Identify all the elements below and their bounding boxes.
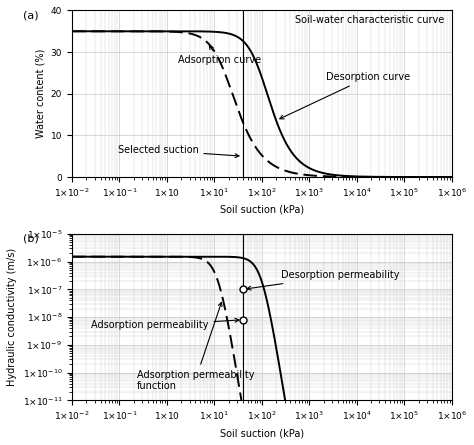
Text: Soil-water characteristic curve: Soil-water characteristic curve <box>295 16 444 25</box>
Text: Adsorption curve: Adsorption curve <box>178 45 262 65</box>
Text: Desorption permeability: Desorption permeability <box>247 271 400 290</box>
Text: Adsorption permeability: Adsorption permeability <box>91 318 239 331</box>
Y-axis label: Water content (%): Water content (%) <box>35 49 45 138</box>
Text: (b): (b) <box>23 234 38 244</box>
X-axis label: Soil suction (kPa): Soil suction (kPa) <box>220 428 304 438</box>
Text: Adsorption permeability
function: Adsorption permeability function <box>137 302 254 391</box>
Y-axis label: Hydraulic conductivity (m/s): Hydraulic conductivity (m/s) <box>7 248 17 386</box>
Text: (a): (a) <box>23 10 38 20</box>
X-axis label: Soil suction (kPa): Soil suction (kPa) <box>220 205 304 214</box>
Text: Selected suction: Selected suction <box>118 146 239 158</box>
Text: Desorption curve: Desorption curve <box>280 72 410 119</box>
Text: Desorption permeability
function: Desorption permeability function <box>0 444 1 445</box>
